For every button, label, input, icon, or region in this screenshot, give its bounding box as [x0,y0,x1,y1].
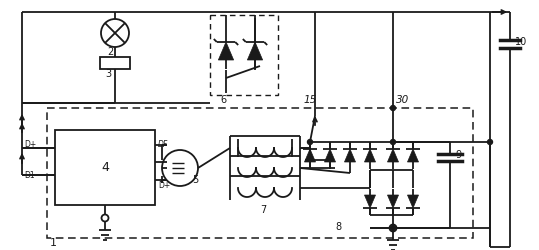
Polygon shape [218,42,233,60]
Text: 15: 15 [303,95,316,105]
Bar [100,57,130,69]
Text: DF: DF [158,140,168,149]
Bar [55,130,155,205]
Text: D1: D1 [24,171,34,180]
Text: 3: 3 [105,69,111,79]
Text: 30: 30 [396,95,409,105]
Text: 1: 1 [50,238,57,248]
Text: 5: 5 [192,175,198,185]
Text: D+: D+ [24,140,36,149]
Polygon shape [324,149,335,162]
Circle shape [487,140,493,144]
Text: 7: 7 [260,205,266,215]
Polygon shape [388,195,398,208]
Polygon shape [344,149,356,162]
Text: 6: 6 [220,95,226,105]
Text: 8: 8 [335,222,341,232]
Circle shape [390,106,396,110]
Text: 2: 2 [107,47,113,57]
Polygon shape [388,149,398,162]
Polygon shape [364,195,376,208]
Text: 4: 4 [101,161,109,174]
Polygon shape [305,149,315,162]
Circle shape [390,140,396,144]
Polygon shape [407,149,418,162]
Polygon shape [247,42,262,60]
Polygon shape [364,149,376,162]
Text: 9: 9 [455,150,461,160]
Text: D+: D+ [158,181,170,190]
Circle shape [390,226,396,230]
Text: 10: 10 [515,36,527,46]
Polygon shape [407,195,418,208]
Circle shape [308,140,313,144]
